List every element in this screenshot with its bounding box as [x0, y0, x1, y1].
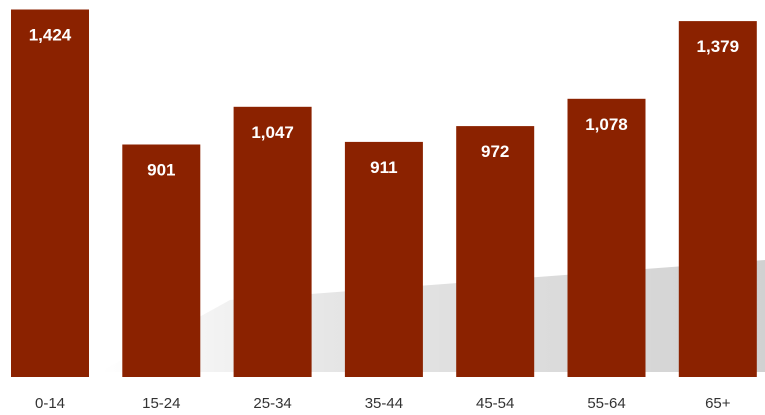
value-label-15-24: 901 — [147, 161, 175, 180]
bar-65+ — [678, 21, 757, 377]
x-tick-label-25-34: 25-34 — [253, 395, 291, 412]
value-label-55-64: 1,078 — [585, 115, 628, 134]
bar-0-14 — [11, 9, 89, 377]
x-tick-label-35-44: 35-44 — [365, 395, 403, 412]
bar-35-44 — [344, 141, 423, 377]
x-tick-label-15-24: 15-24 — [142, 395, 180, 412]
value-label-35-44: 911 — [370, 158, 397, 177]
x-tick-label-55-64: 55-64 — [587, 395, 625, 412]
bar-55-64 — [567, 98, 646, 378]
bar-45-54 — [456, 126, 535, 377]
x-tick-label-65+: 65+ — [705, 395, 731, 412]
bars-group — [11, 9, 757, 378]
x-tick-labels-group: 0-14 15-24 25-34 35-44 45-54 55-64 65+ — [35, 395, 731, 412]
x-tick-label-0-14: 0-14 — [35, 395, 65, 412]
x-tick-label-45-54: 45-54 — [476, 395, 514, 412]
value-labels-group: 1,424 901 1,047 911 972 1,078 1,379 — [29, 26, 739, 180]
value-label-45-54: 972 — [481, 142, 509, 161]
value-label-0-14: 1,424 — [29, 26, 72, 45]
value-label-65+: 1,379 — [697, 37, 740, 56]
bar-15-24 — [122, 144, 201, 377]
value-label-25-34: 1,047 — [251, 123, 294, 142]
bar-25-34 — [233, 106, 312, 378]
